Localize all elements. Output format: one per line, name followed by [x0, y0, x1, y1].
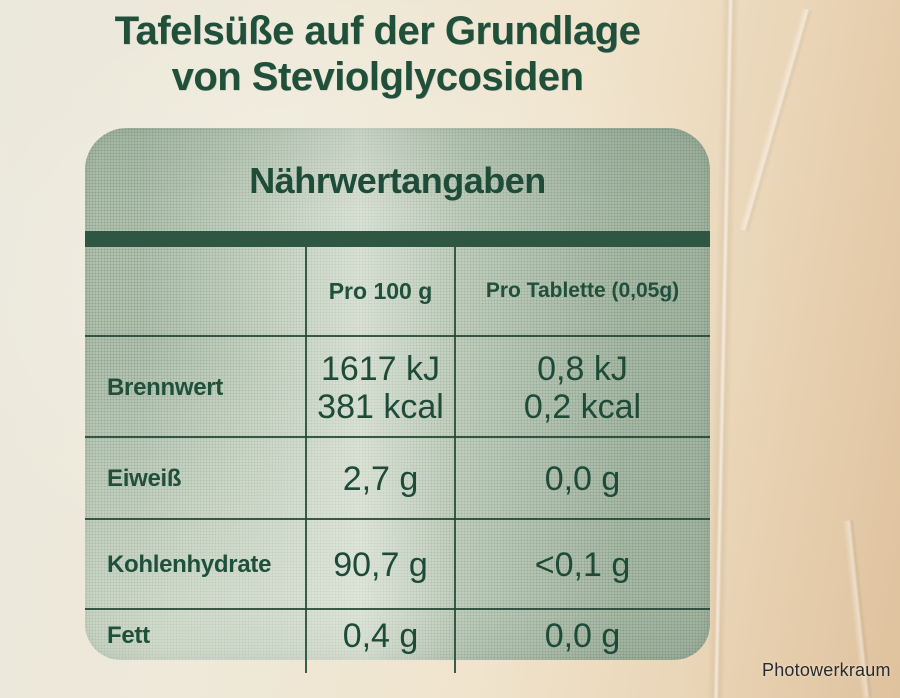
value-line: 0,0 g — [544, 460, 621, 498]
photographer-watermark: Photowerkraum — [762, 660, 891, 680]
value-line: 2,7 g — [342, 460, 419, 498]
value-line: <0,1 g — [534, 546, 631, 584]
column-header-per-100g: Pro 100 g — [328, 277, 433, 304]
value-line: 381 kcal — [317, 387, 444, 426]
row-value-per-tablette: 0,0 g — [455, 438, 710, 520]
table-row-fett: Fett 0,4 g 0,0 g — [85, 608, 710, 662]
value-line: 0,8 kJ — [537, 349, 628, 388]
product-title: Tafelsüße auf der Grundlage von Steviolg… — [55, 8, 700, 100]
value-line: 90,7 g — [333, 546, 428, 584]
row-value-per-100g: 2,7 g — [306, 438, 455, 520]
value-line: 1617 kJ — [320, 349, 441, 388]
product-title-line1: Tafelsüße auf der Grundlage — [114, 9, 641, 53]
row-value-per-tablette: 0,0 g — [455, 610, 710, 662]
value-line: 0,2 kcal — [523, 387, 642, 426]
paper-crease-top-right — [738, 7, 814, 233]
value-line: 0,4 g — [342, 617, 419, 655]
value-line: 0,0 g — [544, 617, 621, 655]
row-value-per-100g: 1617 kJ 381 kcal — [306, 337, 455, 438]
table-row-eiweiss: Eiweiß 2,7 g 0,0 g — [85, 436, 710, 520]
column-header-empty — [85, 247, 306, 335]
column-header-per-tablette: Pro Tablette (0,05g) — [485, 279, 680, 302]
row-label: Kohlenhydrate — [107, 551, 272, 578]
row-label: Fett — [107, 622, 150, 649]
row-value-per-100g: 90,7 g — [306, 520, 455, 610]
row-value-per-100g: 0,4 g — [306, 610, 455, 662]
table-row-kohlenhydrate: Kohlenhydrate 90,7 g <0,1 g — [85, 518, 710, 610]
paper-crease-vertical — [706, 0, 740, 698]
row-value-per-tablette: 0,8 kJ 0,2 kcal — [455, 337, 710, 438]
header-divider-bar — [85, 231, 710, 247]
row-label: Brennwert — [107, 373, 223, 401]
row-value-per-tablette: <0,1 g — [455, 520, 710, 610]
nutrition-table-heading: Nährwertangaben — [249, 160, 546, 201]
nutrition-facts-panel: Nährwertangaben Pro 100 g Pro Tablette (… — [85, 128, 710, 673]
row-label: Eiweiß — [107, 465, 182, 492]
column-header-row: Pro 100 g Pro Tablette (0,05g) — [85, 247, 710, 335]
product-title-line2: von Steviolglycosiden — [171, 55, 584, 99]
table-row-brennwert: Brennwert 1617 kJ 381 kcal 0,8 kJ 0,2 kc… — [85, 335, 710, 438]
